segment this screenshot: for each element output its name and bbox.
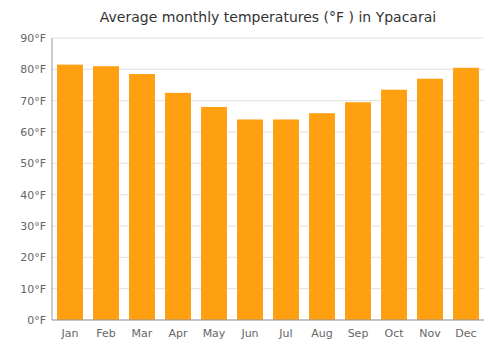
x-tick-label: Feb bbox=[96, 327, 115, 340]
y-tick-label: 90°F bbox=[20, 32, 46, 45]
x-tick-label: Mar bbox=[132, 327, 153, 340]
x-tick-label: May bbox=[203, 327, 226, 340]
chart-svg: Average monthly temperatures (°F ) in Yp… bbox=[0, 0, 500, 350]
y-grid bbox=[52, 38, 484, 320]
x-tick-label: Jul bbox=[278, 327, 292, 340]
bar bbox=[93, 66, 119, 320]
bar bbox=[129, 74, 155, 320]
x-tick-labels: Jan Feb Mar Apr May Jun Jul Aug Sep Oct Nov Dec bbox=[61, 327, 477, 340]
y-tick-label: 70°F bbox=[20, 95, 46, 108]
chart-title: Average monthly temperatures (°F ) in Yp… bbox=[100, 9, 436, 25]
x-tick-label: Dec bbox=[455, 327, 476, 340]
grid-line bbox=[52, 38, 484, 39]
bar bbox=[381, 90, 407, 320]
bar bbox=[273, 119, 299, 320]
y-tick-labels: 0°F 10°F 20°F 30°F 40°F 50°F 60°F 70°F 80°F 90°F bbox=[20, 32, 46, 327]
bar bbox=[417, 79, 443, 320]
x-tick-label: Sep bbox=[348, 327, 369, 340]
bar bbox=[57, 65, 83, 320]
x-tick-label: Jan bbox=[61, 327, 79, 340]
x-tick-label: Nov bbox=[419, 327, 441, 340]
grid-line bbox=[52, 320, 484, 321]
bar bbox=[165, 93, 191, 320]
y-tick-label: 40°F bbox=[20, 189, 46, 202]
x-tick-label: Apr bbox=[168, 327, 188, 340]
y-tick-label: 10°F bbox=[20, 283, 46, 296]
y-tick-label: 0°F bbox=[27, 314, 46, 327]
bar bbox=[345, 102, 371, 320]
y-axis-line bbox=[52, 38, 53, 320]
bars bbox=[57, 65, 479, 320]
chart-container: Average monthly temperatures (°F ) in Yp… bbox=[0, 0, 500, 350]
bar bbox=[237, 119, 263, 320]
x-tick-label: Oct bbox=[384, 327, 404, 340]
x-tick-label: Aug bbox=[311, 327, 332, 340]
bar bbox=[453, 68, 479, 320]
y-tick-label: 20°F bbox=[20, 251, 46, 264]
y-tick-label: 60°F bbox=[20, 126, 46, 139]
x-axis-line bbox=[52, 320, 484, 321]
bar bbox=[309, 113, 335, 320]
x-tick-label: Jun bbox=[240, 327, 258, 340]
y-tick-label: 80°F bbox=[20, 63, 46, 76]
y-tick-label: 30°F bbox=[20, 220, 46, 233]
y-tick-label: 50°F bbox=[20, 157, 46, 170]
bar bbox=[201, 107, 227, 320]
